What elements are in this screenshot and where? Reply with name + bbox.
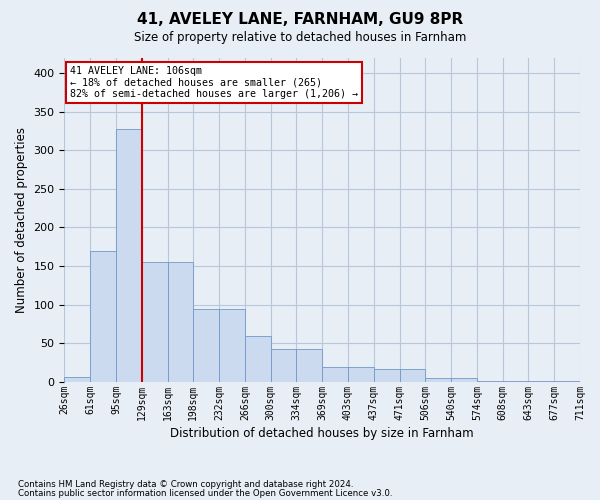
Bar: [167, 262, 193, 382]
Text: Size of property relative to detached houses in Farnham: Size of property relative to detached ho…: [134, 31, 466, 44]
Bar: [348, 366, 374, 382]
Bar: [400, 369, 425, 382]
Bar: [271, 349, 296, 382]
Bar: [219, 310, 245, 382]
Y-axis label: Number of detached properties: Number of detached properties: [15, 127, 28, 313]
Bar: [245, 336, 271, 382]
Text: Contains public sector information licensed under the Open Government Licence v3: Contains public sector information licen…: [18, 490, 392, 498]
Bar: [64, 376, 90, 382]
Text: 41, AVELEY LANE, FARNHAM, GU9 8PR: 41, AVELEY LANE, FARNHAM, GU9 8PR: [137, 12, 463, 28]
Bar: [451, 378, 477, 382]
Bar: [142, 262, 167, 382]
Bar: [425, 378, 451, 382]
Text: 41 AVELEY LANE: 106sqm
← 18% of detached houses are smaller (265)
82% of semi-de: 41 AVELEY LANE: 106sqm ← 18% of detached…: [70, 66, 358, 99]
Bar: [322, 366, 348, 382]
Bar: [374, 369, 400, 382]
Bar: [296, 349, 322, 382]
X-axis label: Distribution of detached houses by size in Farnham: Distribution of detached houses by size …: [170, 427, 474, 440]
Bar: [193, 310, 219, 382]
Bar: [116, 128, 142, 382]
Bar: [90, 250, 116, 382]
Text: Contains HM Land Registry data © Crown copyright and database right 2024.: Contains HM Land Registry data © Crown c…: [18, 480, 353, 489]
